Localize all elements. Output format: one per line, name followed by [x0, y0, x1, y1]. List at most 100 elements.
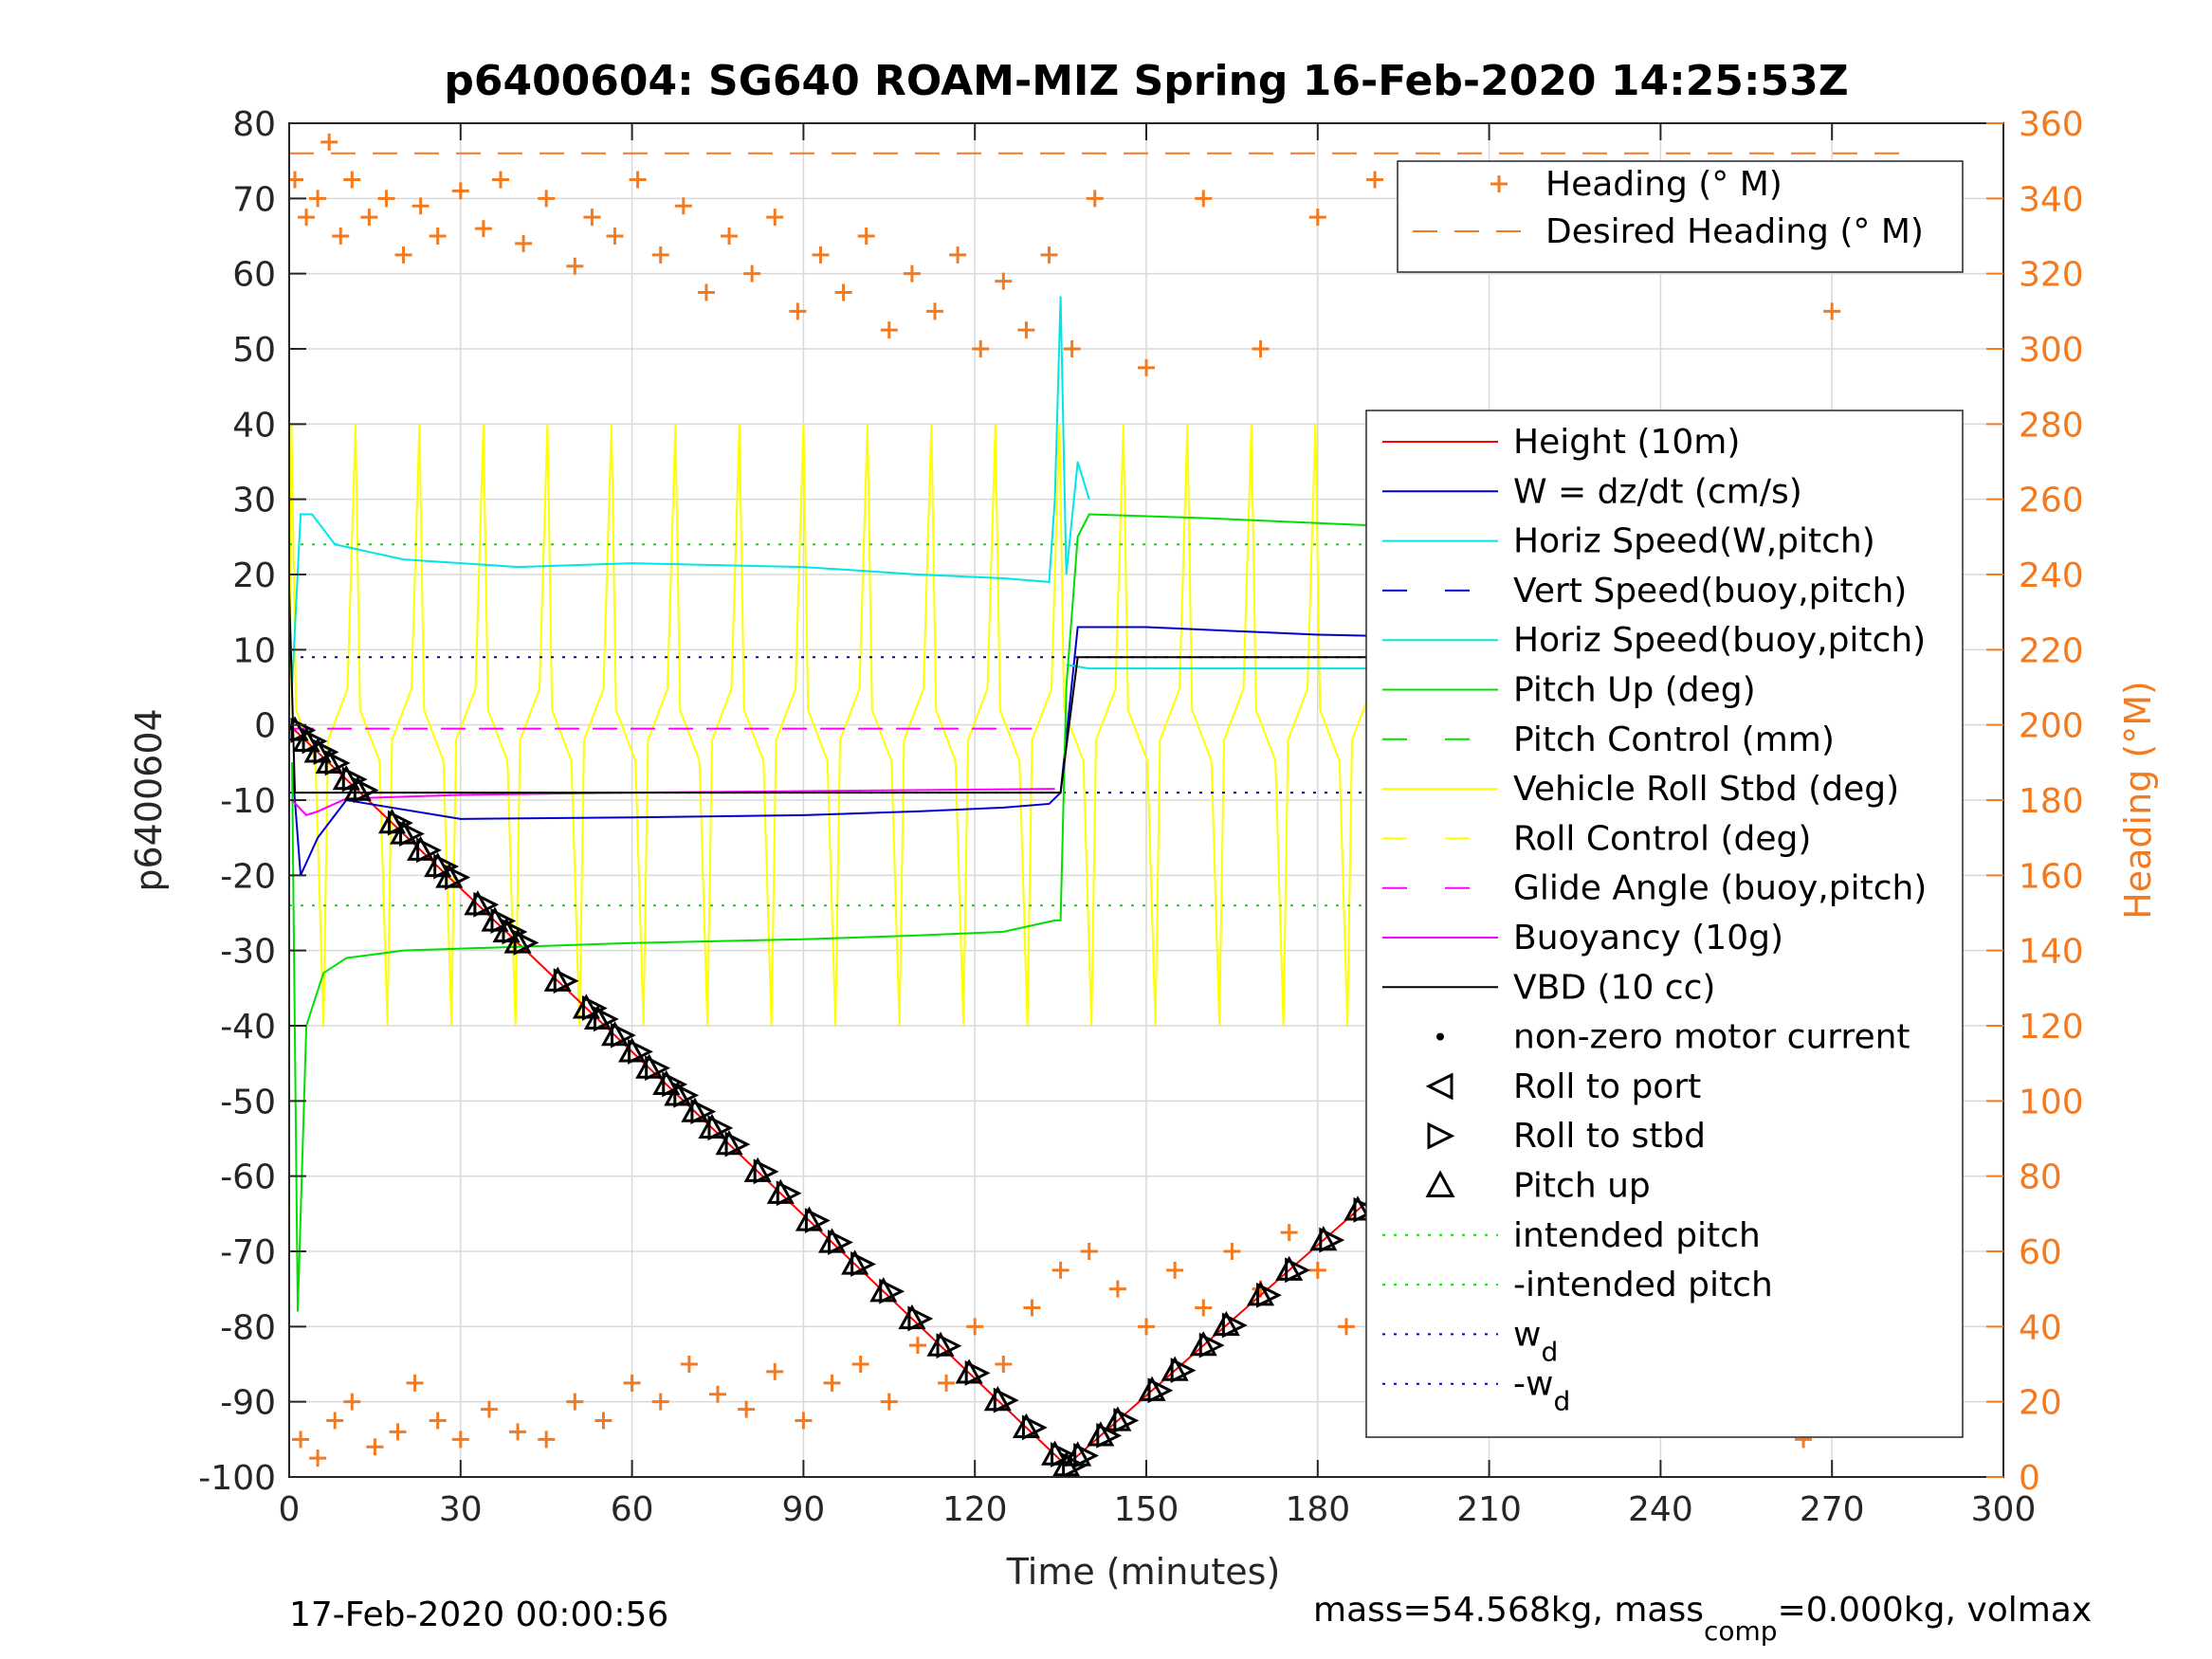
roll-marker: [645, 1055, 671, 1082]
legend-label: Pitch Control (mm): [1513, 720, 1835, 759]
heading-point: [995, 1356, 1013, 1373]
roll-marker: [1198, 1332, 1225, 1358]
heading-point: [343, 1393, 361, 1411]
heading-point: [566, 257, 584, 275]
heading-point: [903, 264, 921, 283]
heading-point: [1080, 1243, 1098, 1260]
heading-point: [366, 1438, 384, 1456]
roll-marker: [776, 1180, 802, 1207]
heading-point: [594, 1412, 612, 1430]
roll-marker: [964, 1359, 991, 1386]
heading-point: [1017, 321, 1035, 339]
legend-label-text: Buoyancy (10g): [1513, 919, 1783, 957]
y-tick-label: -50: [220, 1083, 276, 1121]
heading-point: [515, 234, 533, 252]
legend-label: Horiz Speed(buoy,pitch): [1513, 621, 1926, 660]
footer-date: 17-Feb-2020 00:00:56: [289, 1595, 668, 1634]
roll-marker: [828, 1230, 853, 1255]
heading-point: [1051, 1261, 1069, 1279]
heading-point: [343, 171, 361, 189]
x-tick-label: 150: [1114, 1490, 1179, 1529]
y2-tick-label: 240: [2019, 556, 2084, 595]
heading-point: [697, 283, 715, 301]
legend-label: Pitch Up (deg): [1513, 671, 1756, 710]
heading-point: [377, 190, 395, 208]
y2-tick-label: 120: [2019, 1008, 2084, 1047]
y2-tick-labels: 3603403203002802602402202001801601401201…: [2019, 105, 2084, 1498]
heading-point: [995, 272, 1013, 290]
x-tick-label: 300: [1971, 1490, 2037, 1529]
x-tick-label: 0: [279, 1490, 301, 1529]
legend-swatch: [1436, 1032, 1444, 1041]
heading-point: [309, 190, 327, 208]
heading-point: [926, 302, 944, 320]
legend-label-text: Roll to stbd: [1513, 1117, 1706, 1156]
heading-point: [908, 1337, 926, 1355]
roll-marker: [707, 1115, 734, 1141]
roll-marker: [1170, 1358, 1197, 1384]
heading-point: [880, 321, 898, 339]
y2-tick-label: 200: [2019, 707, 2084, 746]
heading-point: [429, 1412, 447, 1430]
y-tick-label: -70: [220, 1233, 276, 1272]
heading-point: [966, 1318, 984, 1336]
roll-marker: [993, 1387, 1019, 1413]
heading-point: [394, 246, 412, 264]
roll-marker: [673, 1082, 700, 1108]
legend-label-text: Vert Speed(buoy,pitch): [1513, 572, 1907, 611]
roll-marker: [353, 777, 379, 804]
heading-point: [1108, 1280, 1126, 1298]
roll-marker: [445, 865, 471, 890]
roll-marker: [879, 1278, 905, 1304]
heading-point: [326, 1412, 344, 1430]
legend-label-text: -intended pitch: [1513, 1266, 1773, 1304]
legend-swatch: [1427, 1121, 1455, 1150]
y-axis-label: p6400604: [128, 708, 170, 891]
series-line: [291, 296, 1090, 688]
heading-point: [880, 1393, 898, 1411]
x-tick-label: 210: [1456, 1490, 1522, 1529]
heading-point: [1138, 1318, 1155, 1336]
heading-point: [795, 1412, 813, 1430]
heading-point: [474, 220, 492, 238]
roll-marker: [907, 1305, 934, 1332]
heading-point: [651, 246, 669, 264]
legend-label: -intended pitch: [1513, 1266, 1773, 1304]
heading-point: [823, 1374, 841, 1392]
legend-label-text: Height (10m): [1513, 423, 1740, 462]
footer-mass-subscript: comp: [1704, 1615, 1778, 1647]
heading-point: [1040, 246, 1058, 264]
y-tick-label: -80: [220, 1308, 276, 1347]
legend-label-sub: d: [1541, 1336, 1558, 1367]
heading-point: [1063, 340, 1081, 357]
heading-legend-label: Heading (° M): [1545, 165, 1782, 204]
legend-label-text: w: [1513, 1315, 1541, 1354]
x-tick-label: 270: [1800, 1490, 1865, 1529]
heading-point: [606, 228, 624, 245]
heading-point: [1337, 1318, 1355, 1336]
legend-label-text: Pitch up: [1513, 1167, 1651, 1206]
y-tick-label: -20: [220, 857, 276, 896]
legend-label: Pitch up: [1513, 1167, 1651, 1206]
roll-marker: [1221, 1312, 1248, 1339]
legend-box: [1365, 410, 1964, 1438]
legend-label: Buoyancy (10g): [1513, 919, 1783, 957]
axis-ticks: [288, 122, 2004, 1478]
roll-marker: [553, 968, 579, 994]
roll-marker: [1021, 1414, 1048, 1441]
legend-label: intended pitch: [1513, 1216, 1761, 1255]
y2-tick-label: 220: [2019, 631, 2084, 670]
heading-point: [623, 1374, 641, 1392]
x-tick-label: 240: [1628, 1490, 1693, 1529]
heading-point: [857, 228, 875, 245]
heading-point: [538, 1431, 556, 1449]
roll-marker: [399, 821, 425, 848]
heading-point: [451, 182, 469, 200]
heading-point: [680, 1356, 698, 1373]
roll-marker: [1353, 1196, 1380, 1223]
y-tick-label: 0: [254, 707, 276, 746]
roll-marker: [804, 1208, 831, 1233]
roll-marker: [1073, 1443, 1100, 1468]
heading-point: [360, 209, 378, 227]
